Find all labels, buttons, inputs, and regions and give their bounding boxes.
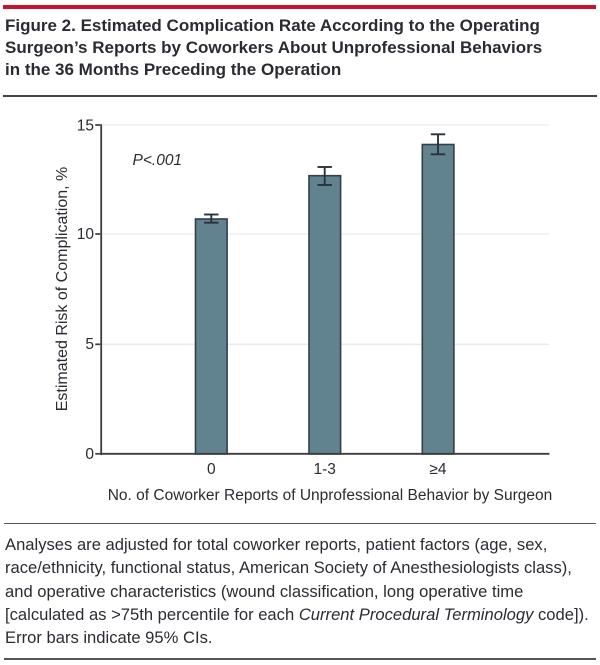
svg-text:≥4: ≥4	[429, 461, 447, 478]
svg-text:P<.001: P<.001	[133, 152, 183, 169]
svg-text:Estimated Risk of Complication: Estimated Risk of Complication, %	[54, 167, 71, 412]
svg-text:0: 0	[207, 461, 216, 478]
svg-text:No. of Coworker Reports of Unp: No. of Coworker Reports of Unprofessiona…	[108, 487, 553, 504]
svg-text:10: 10	[77, 226, 95, 243]
svg-text:15: 15	[77, 117, 94, 134]
svg-text:5: 5	[85, 336, 94, 353]
svg-text:1-3: 1-3	[313, 461, 335, 478]
svg-text:0: 0	[85, 446, 94, 463]
